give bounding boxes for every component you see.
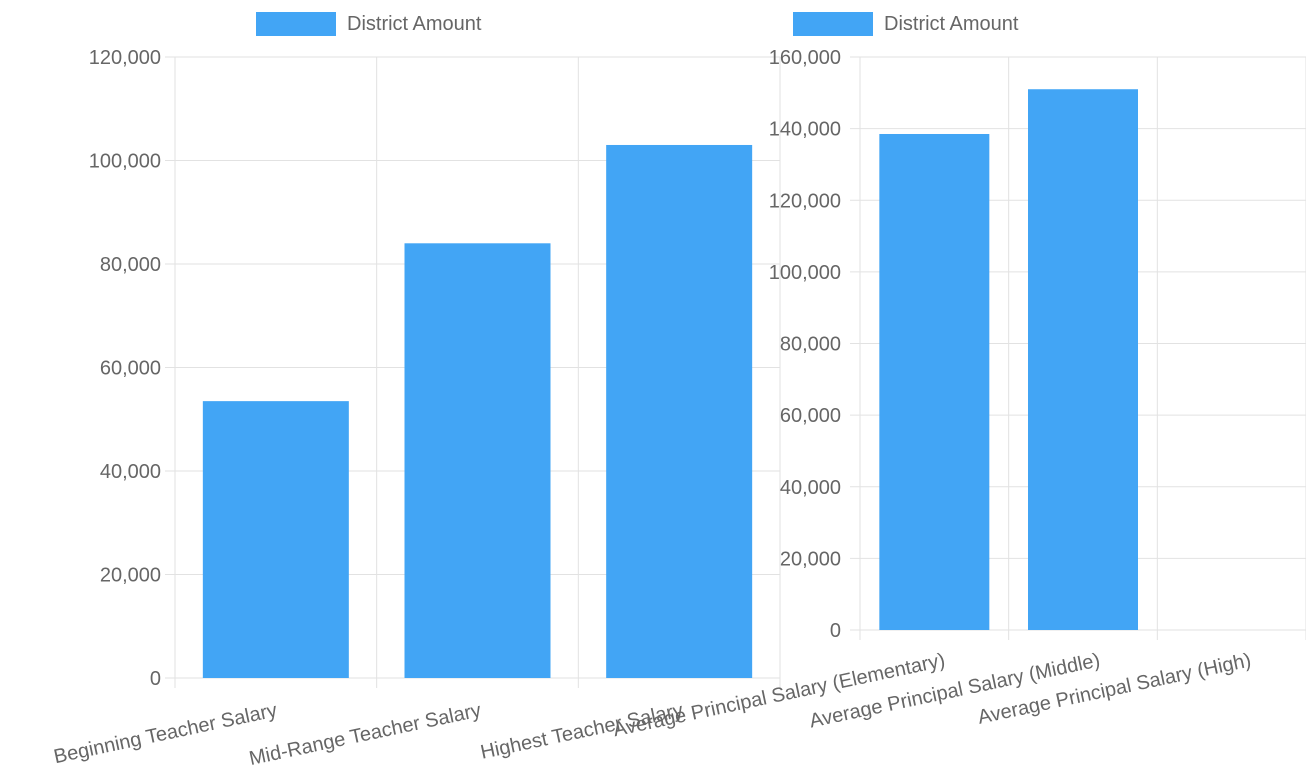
x-tick-label: Average Principal Salary (High): [976, 649, 1253, 728]
y-tick-label: 100,000: [769, 262, 841, 284]
y-tick-label: 20,000: [780, 548, 841, 570]
y-tick-label: 120,000: [89, 47, 161, 69]
y-tick-label: 0: [150, 668, 161, 690]
x-tick-label: Mid-Range Teacher Salary: [247, 699, 483, 770]
y-tick-label: 120,000: [769, 190, 841, 212]
y-tick-label: 80,000: [100, 254, 161, 276]
y-tick-label: 40,000: [100, 461, 161, 483]
bar: [202, 401, 349, 678]
y-tick-label: 140,000: [769, 119, 841, 141]
bar: [606, 144, 753, 679]
legend-swatch: [256, 12, 336, 36]
legend: District Amount: [256, 12, 482, 36]
y-tick-label: 60,000: [100, 358, 161, 380]
legend-swatch: [793, 12, 873, 36]
y-tick-label: 60,000: [780, 405, 841, 427]
y-tick-label: 20,000: [100, 565, 161, 587]
legend-label: District Amount: [884, 13, 1019, 35]
y-tick-label: 40,000: [780, 477, 841, 499]
bar: [404, 243, 551, 679]
x-tick-label: Beginning Teacher Salary: [52, 699, 279, 768]
legend: District Amount: [793, 12, 1019, 36]
chart-1: District Amount 0 20,000 40,000 60,000 80,000…: [52, 12, 781, 770]
bar: [1028, 89, 1138, 630]
y-tick-label: 80,000: [780, 334, 841, 356]
legend-label: District Amount: [347, 13, 482, 35]
y-tick-label: 0: [830, 620, 841, 642]
bar: [879, 133, 990, 630]
y-tick-label: 100,000: [89, 151, 161, 173]
y-tick-label: 160,000: [769, 47, 841, 69]
